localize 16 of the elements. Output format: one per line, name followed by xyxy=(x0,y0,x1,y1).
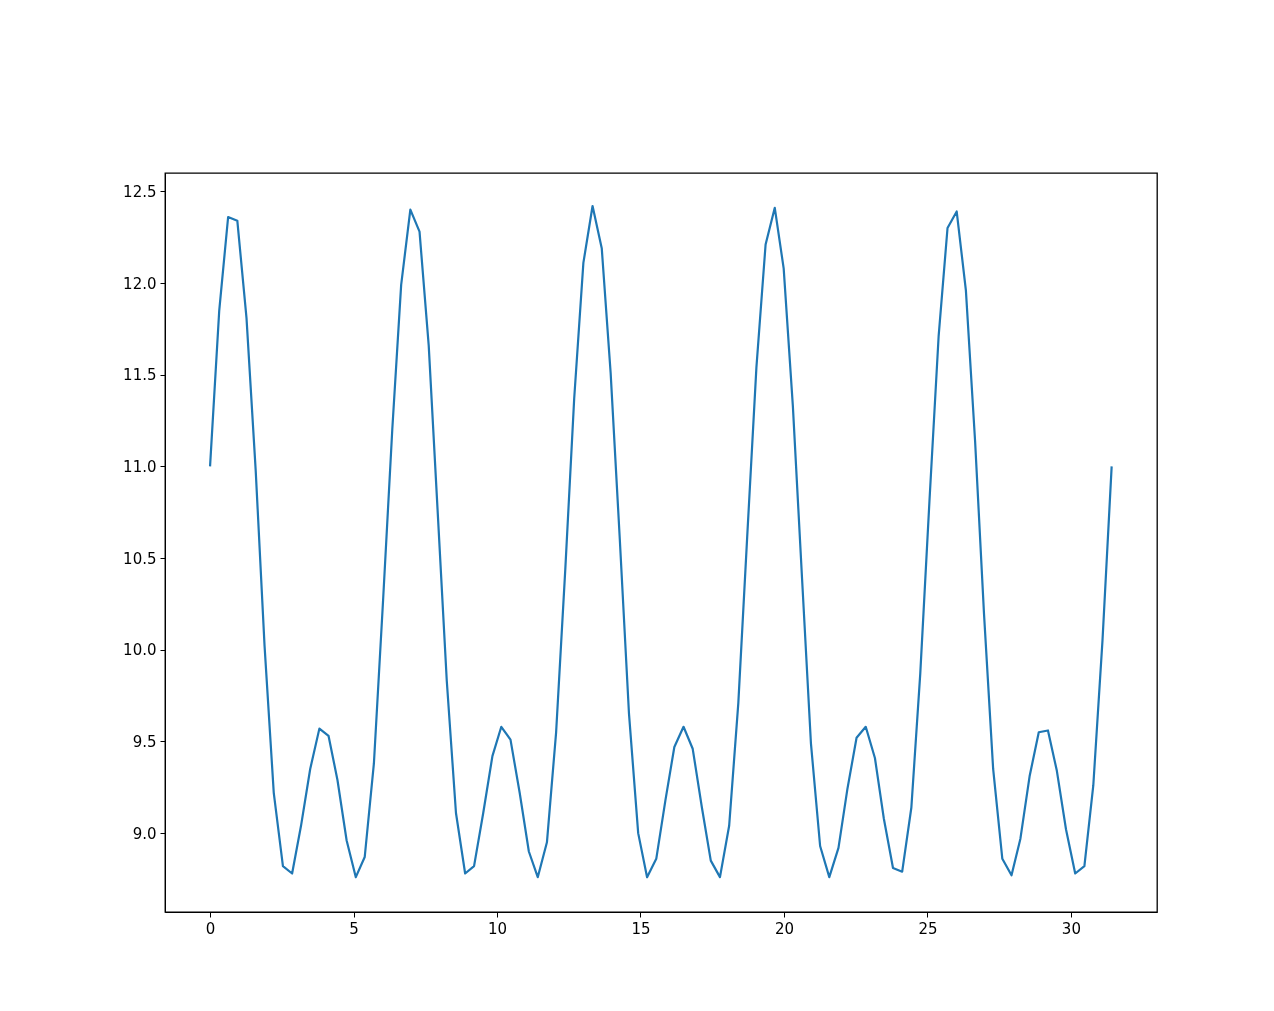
line-series xyxy=(208,204,1113,879)
y-tick-label: 10.0 xyxy=(123,641,157,660)
y-tick-label: 12.0 xyxy=(123,274,157,293)
y-tick-label: 9.5 xyxy=(132,732,157,751)
x-tick-label: 10 xyxy=(487,919,508,938)
x-tick-label: 30 xyxy=(1061,919,1081,938)
y-tick-label: 9.0 xyxy=(132,824,157,843)
x-tick-label: 5 xyxy=(349,919,359,938)
y-tick-label: 11.5 xyxy=(123,366,157,385)
x-tick-label: 25 xyxy=(918,919,938,938)
x-tick-label: 0 xyxy=(205,919,216,938)
x-tick-label: 20 xyxy=(774,919,795,938)
y-tick-label: 12.5 xyxy=(123,182,157,201)
y-tick-label: 10.5 xyxy=(123,549,157,568)
x-tick-label: 15 xyxy=(631,919,651,938)
y-tick-label: 11.0 xyxy=(123,457,157,476)
